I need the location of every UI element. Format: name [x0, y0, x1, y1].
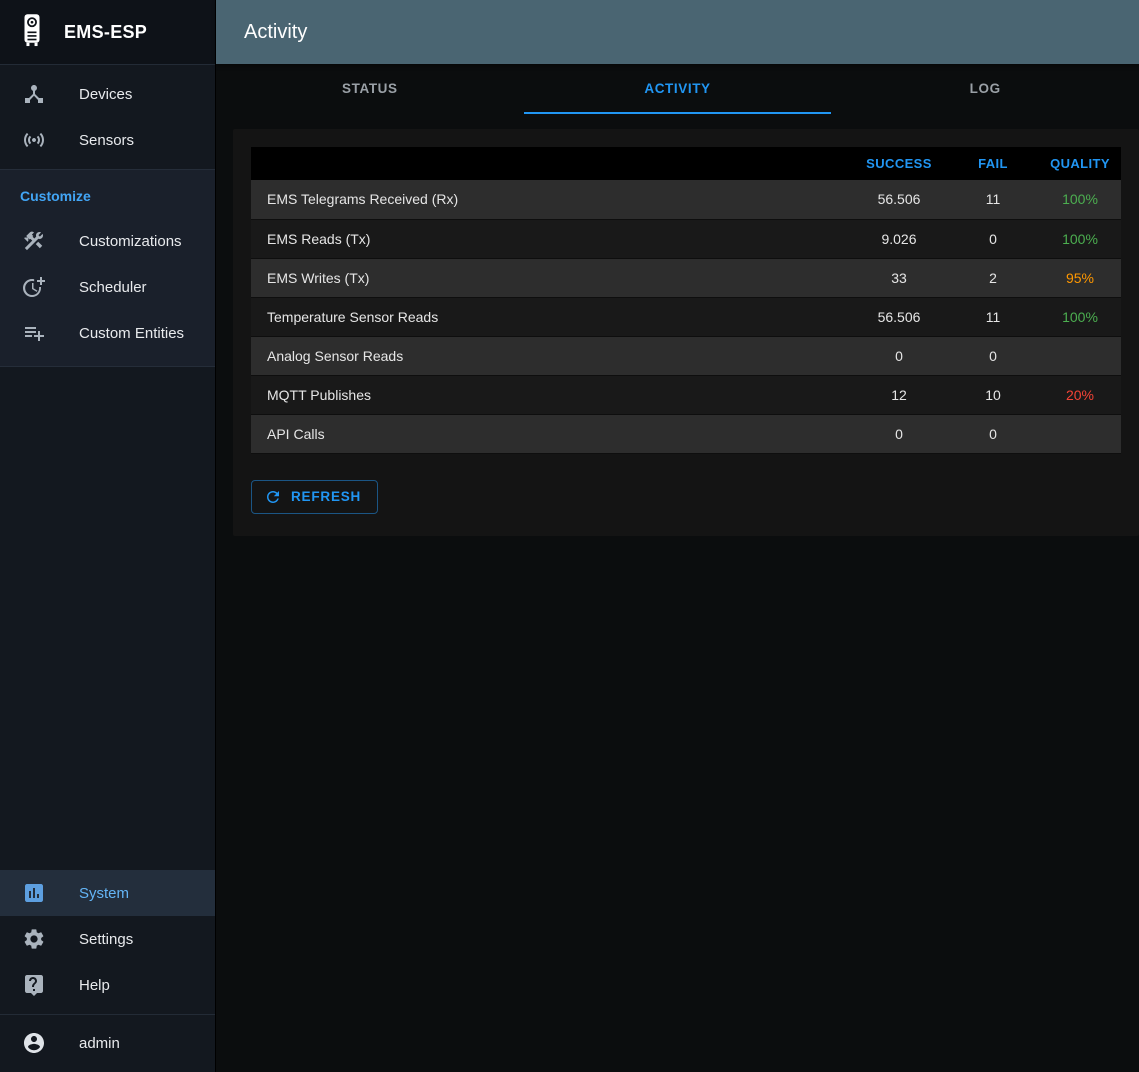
sidebar-item-custom-entities[interactable]: Custom Entities — [0, 310, 215, 356]
column-success: SUCCESS — [866, 156, 932, 171]
metric-success: 56.506 — [851, 180, 947, 220]
customize-section-label: Customize — [20, 188, 91, 204]
device-hub-icon — [22, 82, 46, 106]
metric-quality: 20% — [1039, 375, 1121, 415]
metric-success: 56.506 — [851, 297, 947, 337]
table-row: EMS Telegrams Received (Rx) 56.506 11 10… — [251, 180, 1121, 220]
metric-quality — [1039, 414, 1121, 454]
help-icon — [22, 973, 46, 997]
sidebar-item-label: Devices — [79, 85, 133, 103]
sensors-icon — [22, 128, 46, 152]
metric-quality: 100% — [1039, 180, 1121, 220]
table-row: Analog Sensor Reads 0 0 — [251, 336, 1121, 376]
sidebar-item-user[interactable]: admin — [0, 1020, 215, 1066]
metric-name: MQTT Publishes — [251, 375, 851, 415]
column-fail: FAIL — [978, 156, 1008, 171]
activity-table: SUCCESS FAIL QUALITY EMS Telegrams Recei… — [251, 147, 1121, 454]
analytics-icon — [22, 881, 46, 905]
metric-success: 33 — [851, 258, 947, 298]
metric-fail: 11 — [947, 297, 1039, 337]
activity-card: SUCCESS FAIL QUALITY EMS Telegrams Recei… — [233, 129, 1139, 536]
sidebar-item-label: Settings — [79, 930, 134, 948]
sidebar-item-label: Help — [79, 976, 110, 994]
more-time-icon — [22, 275, 46, 299]
metric-name: EMS Writes (Tx) — [251, 258, 851, 298]
sidebar-item-label: Sensors — [79, 131, 135, 149]
refresh-button[interactable]: REFRESH — [251, 479, 379, 514]
metric-success: 12 — [851, 375, 947, 415]
gear-icon — [22, 927, 46, 951]
sidebar-item-scheduler[interactable]: Scheduler — [0, 264, 215, 310]
content: SUCCESS FAIL QUALITY EMS Telegrams Recei… — [216, 114, 1139, 1072]
customize-section: Customize Customizations Scheduler Custo… — [0, 169, 215, 367]
metric-fail: 0 — [947, 336, 1039, 376]
brand-header: EMS-ESP — [0, 0, 215, 65]
sidebar-item-label: Customizations — [79, 232, 182, 250]
refresh-label: REFRESH — [291, 489, 362, 504]
sidebar-item-customizations[interactable]: Customizations — [0, 218, 215, 264]
sidebar-item-system[interactable]: System — [0, 870, 215, 916]
refresh-icon — [264, 488, 282, 506]
metric-quality: 95% — [1039, 258, 1121, 298]
table-row: Temperature Sensor Reads 56.506 11 100% — [251, 297, 1121, 337]
metric-fail: 0 — [947, 414, 1039, 454]
metric-fail: 11 — [947, 180, 1039, 220]
metric-name: Temperature Sensor Reads — [251, 297, 851, 337]
user-section: admin — [0, 1014, 215, 1072]
sidebar-item-sensors[interactable]: Sensors — [0, 117, 215, 163]
metric-success: 9.026 — [851, 219, 947, 259]
sidebar-bottom-nav: System Settings Help — [0, 864, 215, 1014]
column-name — [251, 147, 851, 180]
sidebar: EMS-ESP Devices Sensors Customize — [0, 0, 216, 1072]
topbar: Activity — [216, 0, 1139, 64]
metric-fail: 10 — [947, 375, 1039, 415]
ems-esp-logo-icon — [14, 12, 50, 53]
main-area: Activity STATUS ACTIVITY LOG SUCCESS FAI… — [216, 0, 1139, 1072]
sidebar-item-label: Custom Entities — [79, 324, 185, 342]
table-row: EMS Writes (Tx) 33 2 95% — [251, 258, 1121, 298]
playlist-add-icon — [22, 321, 46, 345]
metric-quality: 100% — [1039, 219, 1121, 259]
username-label: admin — [79, 1034, 120, 1052]
column-quality: QUALITY — [1050, 156, 1110, 171]
tab-bar: STATUS ACTIVITY LOG — [216, 64, 1139, 114]
tab-activity[interactable]: ACTIVITY — [523, 64, 832, 114]
sidebar-item-settings[interactable]: Settings — [0, 916, 215, 962]
metric-success: 0 — [851, 336, 947, 376]
sidebar-main-nav: Devices Sensors — [0, 65, 215, 169]
sidebar-item-label: System — [79, 884, 130, 902]
brand-name: EMS-ESP — [64, 21, 148, 42]
metric-name: API Calls — [251, 414, 851, 454]
account-circle-icon — [22, 1031, 46, 1055]
tab-status[interactable]: STATUS — [342, 80, 398, 96]
metric-name: EMS Telegrams Received (Rx) — [251, 180, 851, 220]
sidebar-item-label: Scheduler — [79, 278, 147, 296]
metric-fail: 2 — [947, 258, 1039, 298]
metric-success: 0 — [851, 414, 947, 454]
table-row: MQTT Publishes 12 10 20% — [251, 375, 1121, 415]
sidebar-item-devices[interactable]: Devices — [0, 71, 215, 117]
sidebar-spacer — [0, 367, 215, 864]
construction-icon — [22, 229, 46, 253]
tab-log[interactable]: LOG — [969, 80, 1001, 96]
metric-fail: 0 — [947, 219, 1039, 259]
page-title: Activity — [244, 20, 308, 43]
table-header-row: SUCCESS FAIL QUALITY — [251, 147, 1121, 180]
metric-name: Analog Sensor Reads — [251, 336, 851, 376]
metric-quality: 100% — [1039, 297, 1121, 337]
metric-name: EMS Reads (Tx) — [251, 219, 851, 259]
sidebar-item-help[interactable]: Help — [0, 962, 215, 1008]
table-row: API Calls 0 0 — [251, 414, 1121, 454]
table-row: EMS Reads (Tx) 9.026 0 100% — [251, 219, 1121, 259]
metric-quality — [1039, 336, 1121, 376]
